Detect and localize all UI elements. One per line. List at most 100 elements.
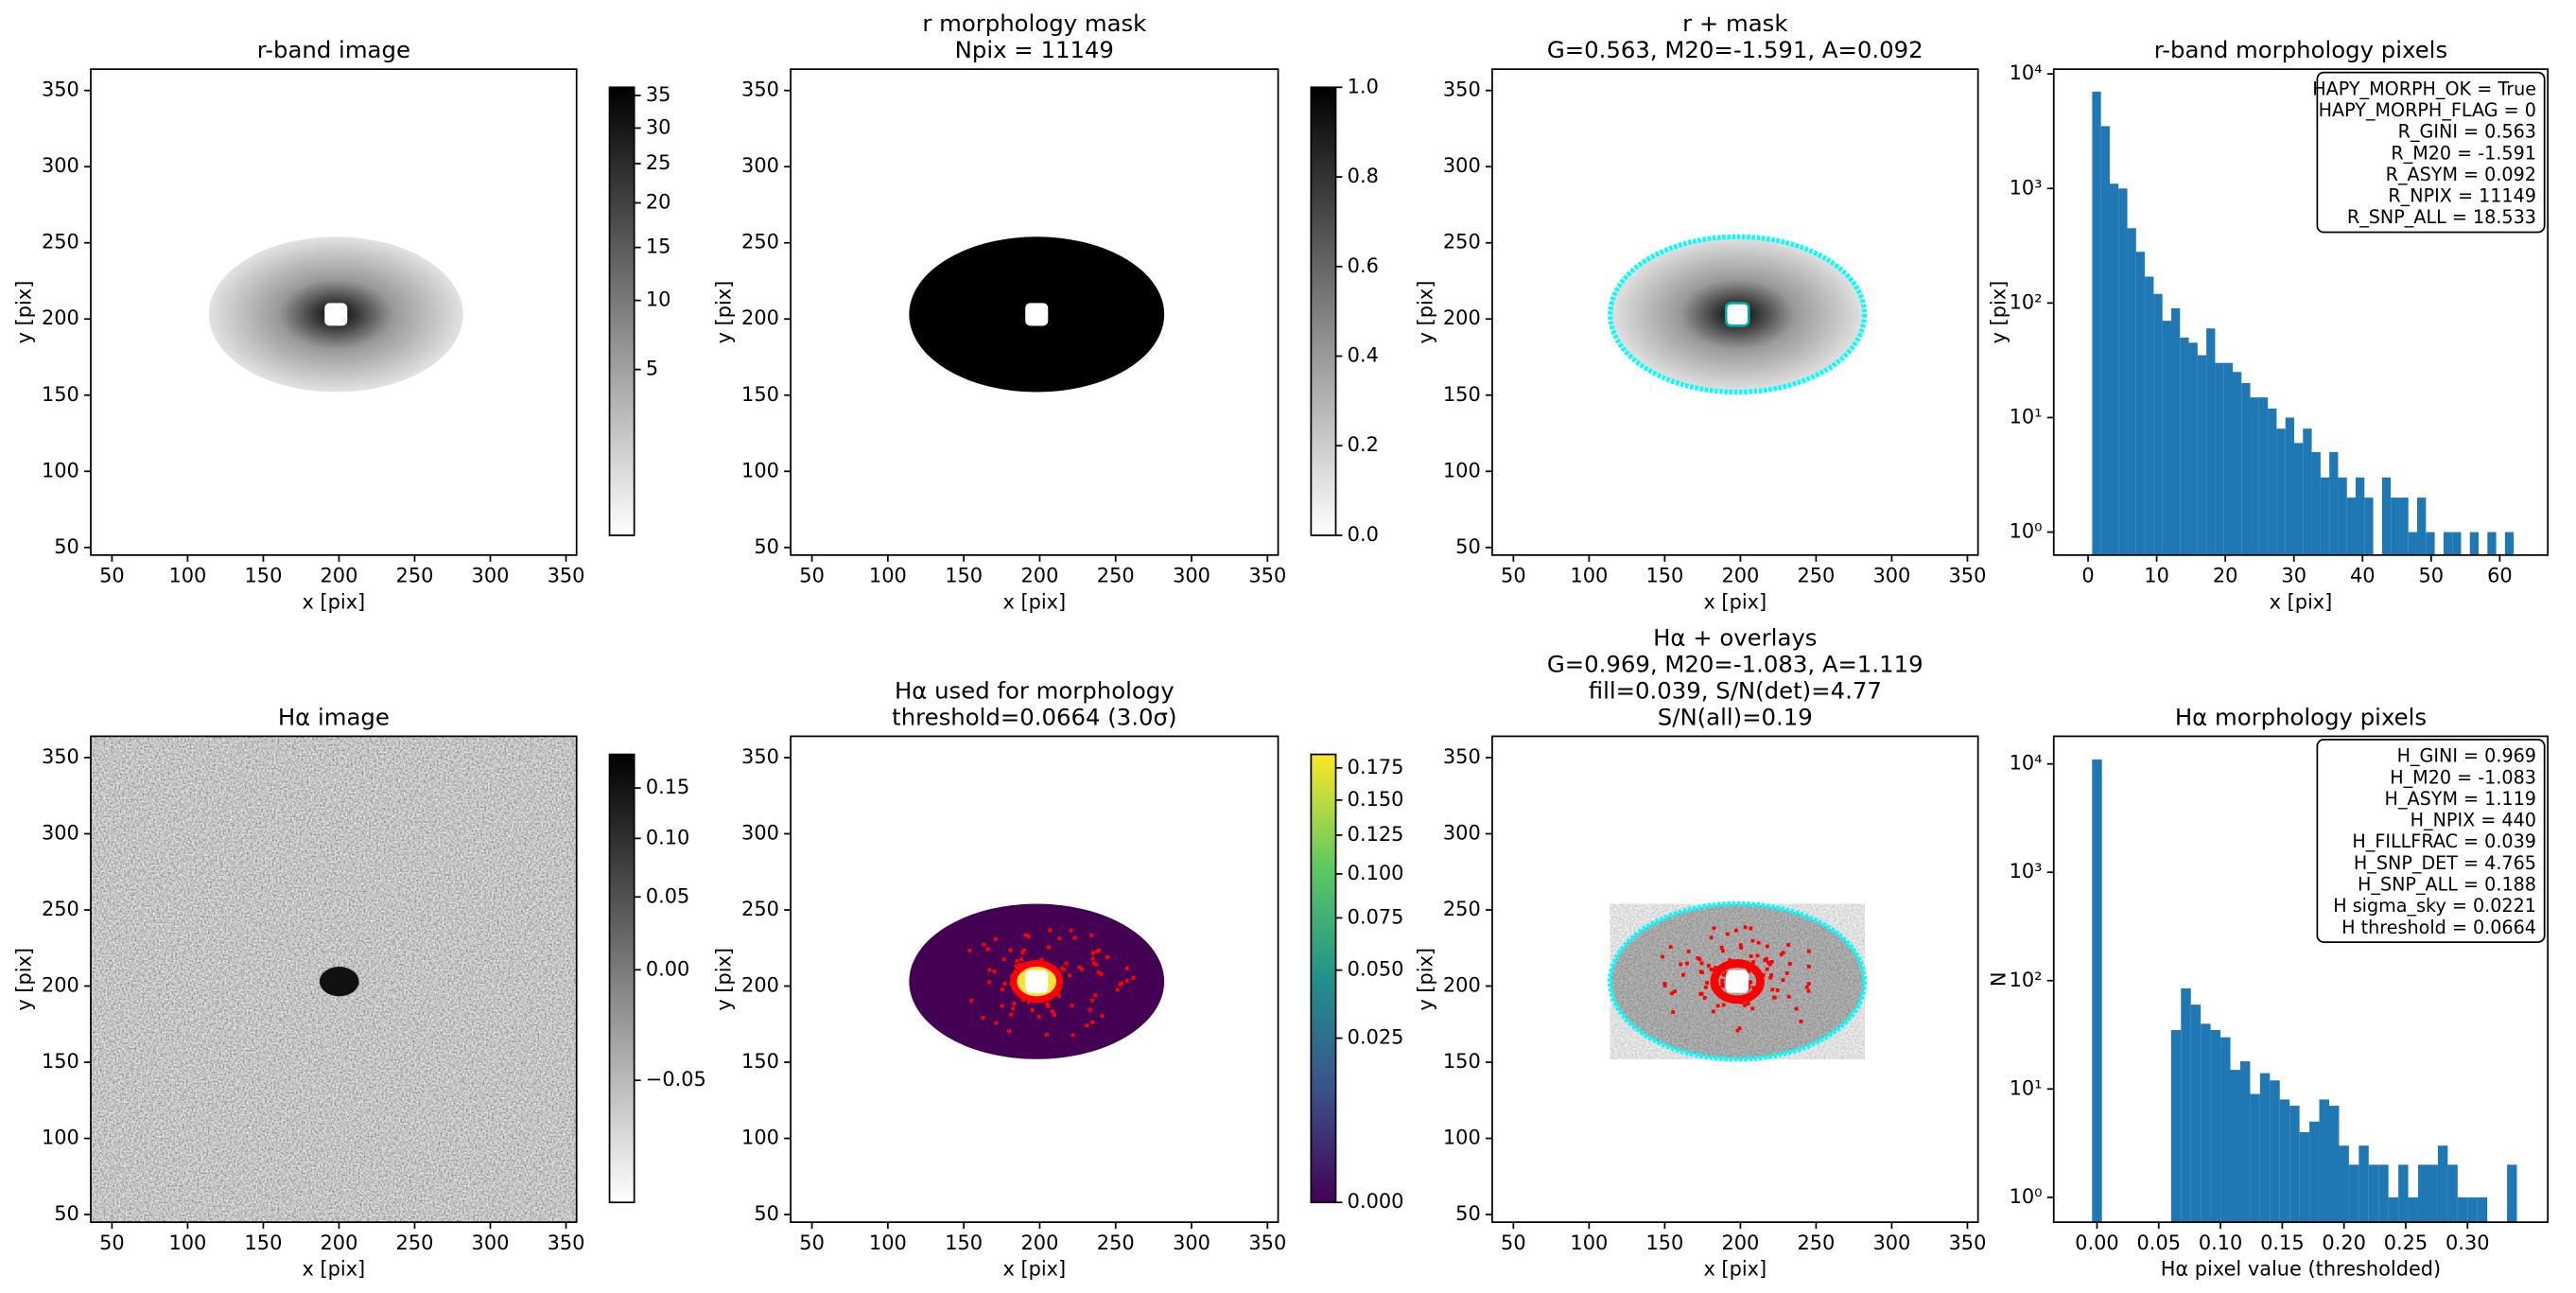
detected-pixel xyxy=(1100,1014,1105,1018)
plot-area xyxy=(2092,759,2517,1223)
bar xyxy=(2391,498,2400,555)
x-tick-label: 250 xyxy=(1797,564,1835,586)
detected-pixel xyxy=(1765,944,1769,949)
detected-pixel xyxy=(1048,928,1053,933)
detected-pixel xyxy=(1747,983,1751,987)
detected-pixel xyxy=(1091,951,1095,955)
bar xyxy=(2145,276,2154,555)
panel: 50 100 150 200 250 300 350 50 100 150 200 250 300 350… xyxy=(12,36,670,613)
detected-pixel xyxy=(1026,934,1031,938)
panel: 50 100 150 200 250 300 350 50 100 150 200 250 300 350… xyxy=(712,9,1378,613)
x-tick-label: 150 xyxy=(945,564,983,586)
bar xyxy=(2109,183,2119,555)
x-tick-label: 200 xyxy=(1721,1232,1759,1254)
colorbar-tick-label: 0.4 xyxy=(1348,343,1379,366)
bar xyxy=(2230,1070,2240,1223)
annotation-box xyxy=(2316,71,2546,234)
bar xyxy=(2358,1145,2369,1223)
detected-pixel xyxy=(987,968,992,972)
detected-pixel xyxy=(1733,928,1738,933)
masked-center xyxy=(1025,970,1049,993)
chart-title: Hα morphology pixels xyxy=(2175,703,2427,730)
colorbar-tick-label: 0.15 xyxy=(646,776,689,798)
chart-title: r morphology mask xyxy=(922,9,1147,37)
detected-pixel xyxy=(1018,963,1022,967)
colorbar-tick-label: 0.100 xyxy=(1348,862,1404,884)
x-tick-label: 250 xyxy=(1097,564,1135,586)
detected-pixel xyxy=(1070,1033,1075,1038)
detected-pixel xyxy=(987,980,991,985)
colorbar-tick-label: 0.8 xyxy=(1348,165,1379,187)
bar xyxy=(2258,397,2269,555)
plot-area xyxy=(208,236,463,393)
x-tick-label: 250 xyxy=(1797,1232,1835,1254)
y-tick-label: 200 xyxy=(741,974,779,997)
detected-pixel xyxy=(1806,964,1811,969)
colorbar-tick-label: 0.00 xyxy=(646,957,689,980)
x-tick-label: 300 xyxy=(472,564,510,586)
x-tick-label: 200 xyxy=(1721,564,1759,586)
detected-pixel xyxy=(1756,940,1761,945)
bar xyxy=(2197,355,2207,555)
y-tick-label: 150 xyxy=(1443,1050,1481,1073)
axes-frame xyxy=(90,735,578,1223)
y-tick-label: 300 xyxy=(741,154,779,177)
bar xyxy=(2181,987,2191,1223)
bar xyxy=(2190,1005,2202,1223)
chart-title: fill=0.039, S/N(det)=4.77 xyxy=(1589,676,1882,704)
bar xyxy=(2270,1080,2280,1223)
detected-pixel xyxy=(1027,1000,1031,1005)
detected-pixel xyxy=(1751,986,1756,990)
chart-title: Hα used for morphology xyxy=(895,676,1175,704)
annotation-line: H_SNP_ALL = 0.188 xyxy=(2358,874,2536,896)
chart-title: Npix = 11149 xyxy=(955,36,1114,63)
detected-pixel xyxy=(1749,954,1753,958)
detected-pixel xyxy=(1125,966,1129,970)
detected-pixel xyxy=(1002,982,1007,986)
x-tick-label: 0.20 xyxy=(2322,1232,2365,1254)
x-tick-label: 50 xyxy=(99,564,125,586)
colorbar-tick-label: 20 xyxy=(646,190,671,213)
x-tick-label: 300 xyxy=(1872,1232,1910,1254)
x-tick-label: 50 xyxy=(1501,564,1526,586)
detected-pixel xyxy=(1721,972,1726,977)
detected-pixel xyxy=(1668,945,1673,950)
detected-pixel xyxy=(1714,966,1717,970)
mask-outline xyxy=(1608,234,1868,395)
x-tick-label: 100 xyxy=(869,1232,907,1254)
bar xyxy=(2285,417,2294,555)
colorbar-tick-label: 30 xyxy=(646,115,671,138)
detected-pixel xyxy=(1062,968,1067,972)
bar xyxy=(2368,1164,2379,1223)
y-tick-label: 50 xyxy=(54,535,79,558)
detected-pixel xyxy=(1686,949,1691,953)
annotation-line: H sigma_sky = 0.0221 xyxy=(2333,895,2536,917)
bar xyxy=(2467,1197,2478,1223)
detected-pixel xyxy=(1046,1005,1051,1008)
bar xyxy=(2215,362,2224,555)
detected-pixel xyxy=(1696,955,1700,960)
detected-pixel xyxy=(1709,935,1714,940)
bar xyxy=(2153,293,2163,555)
bar xyxy=(2381,477,2392,555)
detected-pixel xyxy=(1011,1006,1016,1011)
y-axis-label: y [pix] xyxy=(1414,948,1436,1011)
y-tick-label: 300 xyxy=(1443,821,1481,844)
detected-pixel xyxy=(1088,1007,1092,1012)
detected-pixel xyxy=(1799,1020,1803,1023)
x-tick-label: 150 xyxy=(245,1232,283,1254)
detected-pixel xyxy=(1746,1002,1750,1005)
colorbar-tick-label: 0.075 xyxy=(1348,905,1404,928)
colorbar-tick-label: 0.150 xyxy=(1348,788,1404,811)
detected-pixel xyxy=(1090,998,1095,1003)
x-tick-label: 350 xyxy=(1949,564,1987,586)
y-tick-label: 300 xyxy=(42,154,79,177)
detected-pixel xyxy=(1750,1006,1755,1011)
x-tick-label: 50 xyxy=(799,564,825,586)
x-tick-label: 0.25 xyxy=(2384,1232,2428,1254)
detected-pixel xyxy=(1766,960,1770,965)
detected-pixel xyxy=(1699,991,1704,996)
chart-title: r-band image xyxy=(257,36,410,63)
x-tick-label: 300 xyxy=(472,1232,510,1254)
x-axis-label: x [pix] xyxy=(303,590,366,613)
